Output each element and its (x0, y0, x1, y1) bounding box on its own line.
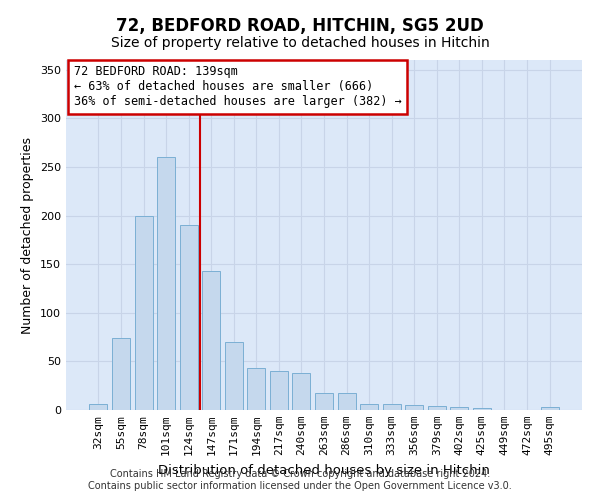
Bar (428, 406, 446, 410)
Bar (89, 404, 107, 410)
Text: 72, BEDFORD ROAD, HITCHIN, SG5 2UD: 72, BEDFORD ROAD, HITCHIN, SG5 2UD (116, 18, 484, 36)
Bar (225, 342, 243, 410)
Bar (338, 394, 356, 410)
Bar (473, 408, 491, 410)
Bar (179, 226, 198, 410)
Bar (157, 157, 175, 410)
Bar (202, 271, 220, 410)
Bar (315, 392, 333, 410)
Text: 72 BEDFORD ROAD: 139sqm
← 63% of detached houses are smaller (666)
36% of semi-d: 72 BEDFORD ROAD: 139sqm ← 63% of detache… (74, 66, 401, 108)
Bar (405, 405, 423, 410)
Text: Size of property relative to detached houses in Hitchin: Size of property relative to detached ho… (110, 36, 490, 50)
Bar (134, 216, 152, 410)
Text: Contains HM Land Registry data © Crown copyright and database right 2024.
Contai: Contains HM Land Registry data © Crown c… (88, 470, 512, 491)
X-axis label: Distribution of detached houses by size in Hitchin: Distribution of detached houses by size … (158, 464, 490, 476)
Bar (541, 407, 559, 410)
Bar (112, 338, 130, 410)
Y-axis label: Number of detached properties: Number of detached properties (22, 136, 34, 334)
Bar (383, 404, 401, 410)
Bar (247, 368, 265, 410)
Bar (292, 373, 310, 410)
Bar (360, 404, 378, 410)
Bar (270, 371, 288, 410)
Bar (450, 407, 469, 410)
